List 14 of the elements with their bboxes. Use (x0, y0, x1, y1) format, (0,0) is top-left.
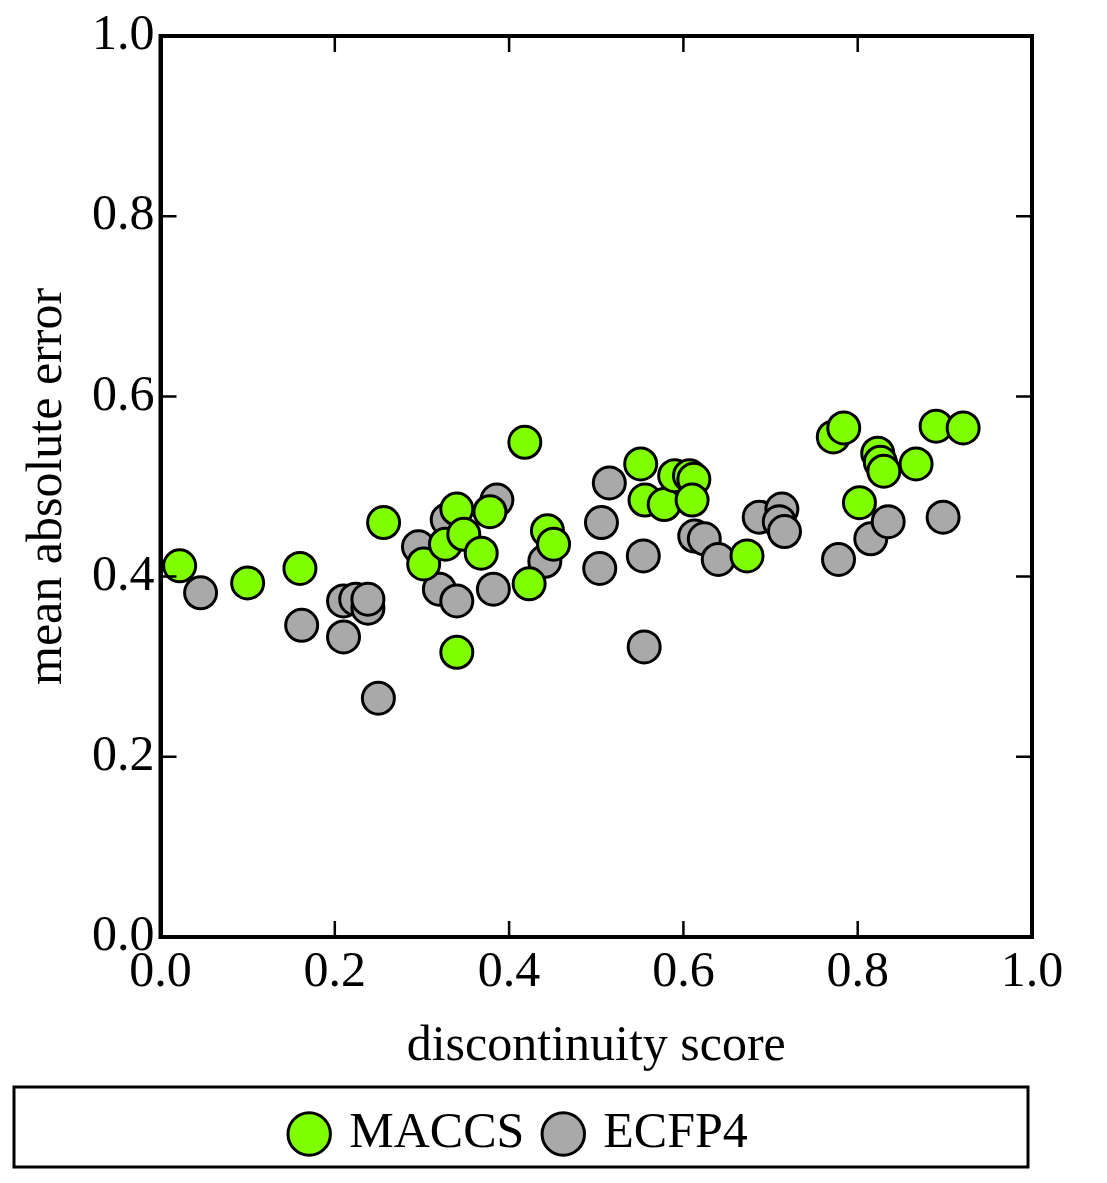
legend-label: MACCS (349, 1102, 525, 1159)
x-tick-label: 0.8 (826, 941, 889, 998)
y-tick-label: 0.8 (92, 184, 155, 241)
y-tick-label: 0.2 (92, 724, 155, 781)
x-tick-label: 0.6 (652, 941, 715, 998)
x-axis-title: discontinuity score (406, 1015, 786, 1072)
x-tick-label: 0.4 (477, 941, 541, 998)
y-tick-label: 0.4 (92, 544, 155, 601)
y-tick-label: 1.0 (92, 4, 155, 61)
y-axis-title: mean absolute error (16, 287, 73, 686)
y-tick-label: 0.6 (92, 364, 155, 421)
x-tick-label: 1.0 (1000, 941, 1064, 998)
x-tick-label: 0.2 (303, 941, 367, 998)
legend-label: ECFP4 (603, 1102, 748, 1159)
